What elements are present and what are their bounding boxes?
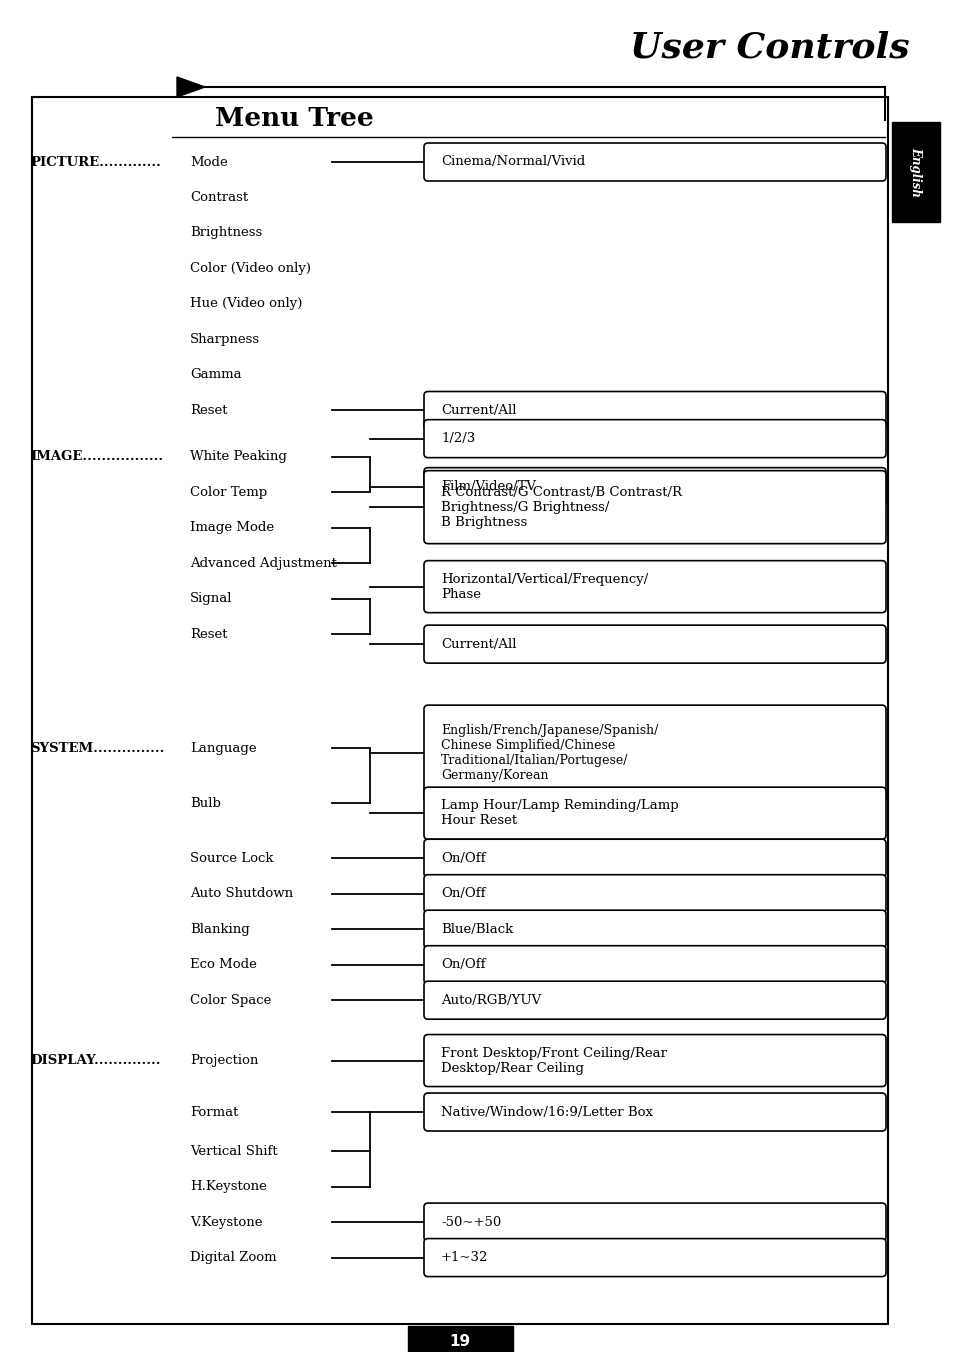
Text: Advanced Adjustment: Advanced Adjustment xyxy=(190,557,336,569)
Text: Reset: Reset xyxy=(190,404,227,416)
Text: Color Space: Color Space xyxy=(190,994,271,1007)
FancyBboxPatch shape xyxy=(423,1203,885,1241)
Text: Current/All: Current/All xyxy=(440,638,516,650)
Text: Contrast: Contrast xyxy=(190,191,248,204)
FancyBboxPatch shape xyxy=(423,840,885,877)
FancyBboxPatch shape xyxy=(423,1092,885,1132)
Bar xyxy=(32,97,887,1324)
Text: Brightness: Brightness xyxy=(190,227,262,239)
Text: White Peaking: White Peaking xyxy=(190,450,287,464)
FancyBboxPatch shape xyxy=(423,470,885,544)
Text: SYSTEM...............: SYSTEM............... xyxy=(30,742,164,754)
Text: English: English xyxy=(908,147,922,197)
Text: Front Desktop/Front Ceiling/Rear
Desktop/Rear Ceiling: Front Desktop/Front Ceiling/Rear Desktop… xyxy=(440,1046,666,1075)
Text: Signal: Signal xyxy=(190,592,233,606)
Text: Gamma: Gamma xyxy=(190,369,241,381)
Text: Source Lock: Source Lock xyxy=(190,852,274,865)
Text: Sharpness: Sharpness xyxy=(190,333,260,346)
Text: Menu Tree: Menu Tree xyxy=(214,105,374,131)
FancyBboxPatch shape xyxy=(423,945,885,984)
Text: Digital Zoom: Digital Zoom xyxy=(190,1251,276,1264)
FancyBboxPatch shape xyxy=(423,419,885,457)
FancyBboxPatch shape xyxy=(423,787,885,840)
Text: Vertical Shift: Vertical Shift xyxy=(190,1145,277,1157)
Text: -50~+50: -50~+50 xyxy=(440,1215,500,1229)
Polygon shape xyxy=(177,77,205,97)
Text: Format: Format xyxy=(190,1106,238,1118)
FancyBboxPatch shape xyxy=(423,875,885,913)
Text: 1/2/3: 1/2/3 xyxy=(440,433,475,445)
FancyBboxPatch shape xyxy=(423,1034,885,1087)
Bar xyxy=(891,122,939,222)
Text: User Controls: User Controls xyxy=(630,30,909,64)
Text: Language: Language xyxy=(190,742,256,754)
Text: English/French/Japanese/Spanish/
Chinese Simplified/Chinese
Traditional/Italian/: English/French/Japanese/Spanish/ Chinese… xyxy=(440,725,658,783)
Text: +1~32: +1~32 xyxy=(440,1251,488,1264)
Text: Mode: Mode xyxy=(190,155,228,169)
Text: H.Keystone: H.Keystone xyxy=(190,1180,267,1192)
Text: On/Off: On/Off xyxy=(440,959,485,971)
Text: IMAGE.................: IMAGE................. xyxy=(30,450,163,464)
Text: PICTURE.............: PICTURE............. xyxy=(30,155,161,169)
Text: DISPLAY..............: DISPLAY.............. xyxy=(30,1055,160,1067)
Text: Lamp Hour/Lamp Reminding/Lamp
Hour Reset: Lamp Hour/Lamp Reminding/Lamp Hour Reset xyxy=(440,799,678,827)
Text: Eco Mode: Eco Mode xyxy=(190,959,256,971)
Text: Color (Video only): Color (Video only) xyxy=(190,262,311,274)
Text: Cinema/Normal/Vivid: Cinema/Normal/Vivid xyxy=(440,155,584,169)
FancyBboxPatch shape xyxy=(423,625,885,662)
FancyBboxPatch shape xyxy=(423,392,885,430)
FancyBboxPatch shape xyxy=(423,143,885,181)
Text: 19: 19 xyxy=(449,1333,470,1348)
FancyBboxPatch shape xyxy=(423,706,885,802)
Text: Auto Shutdown: Auto Shutdown xyxy=(190,887,293,900)
Text: Projection: Projection xyxy=(190,1055,258,1067)
Text: Color Temp: Color Temp xyxy=(190,485,267,499)
Text: Blue/Black: Blue/Black xyxy=(440,922,513,936)
Text: On/Off: On/Off xyxy=(440,887,485,900)
FancyBboxPatch shape xyxy=(423,468,885,506)
Text: R Contrast/G Contrast/B Contrast/R
Brightness/G Brightness/
B Brightness: R Contrast/G Contrast/B Contrast/R Brigh… xyxy=(440,485,681,529)
Text: Image Mode: Image Mode xyxy=(190,521,274,534)
FancyBboxPatch shape xyxy=(423,1238,885,1276)
Text: Hue (Video only): Hue (Video only) xyxy=(190,297,302,311)
Text: Reset: Reset xyxy=(190,627,227,641)
Text: V.Keystone: V.Keystone xyxy=(190,1215,262,1229)
Text: Bulb: Bulb xyxy=(190,796,221,810)
FancyBboxPatch shape xyxy=(423,910,885,948)
Bar xyxy=(407,1326,512,1352)
Text: Horizontal/Vertical/Frequency/
Phase: Horizontal/Vertical/Frequency/ Phase xyxy=(440,573,648,600)
Text: Current/All: Current/All xyxy=(440,404,516,416)
FancyBboxPatch shape xyxy=(423,561,885,612)
Text: Film/Video/TV: Film/Video/TV xyxy=(440,480,536,493)
Text: Native/Window/16:9/Letter Box: Native/Window/16:9/Letter Box xyxy=(440,1106,652,1118)
Text: On/Off: On/Off xyxy=(440,852,485,865)
FancyBboxPatch shape xyxy=(423,982,885,1019)
Text: Blanking: Blanking xyxy=(190,922,250,936)
Text: Auto/RGB/YUV: Auto/RGB/YUV xyxy=(440,994,540,1007)
